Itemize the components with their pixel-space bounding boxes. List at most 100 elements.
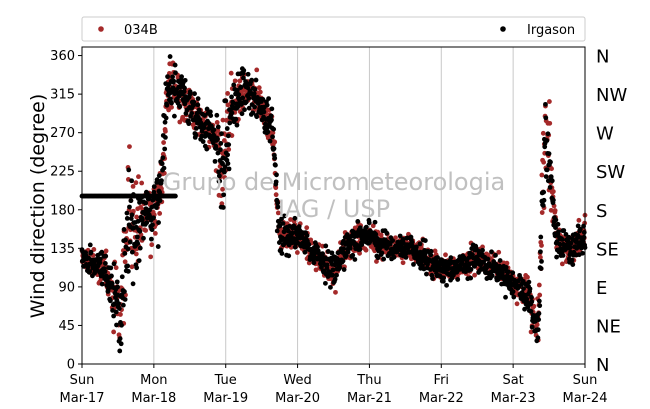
point-irgason	[242, 107, 247, 113]
point-irgason	[550, 197, 556, 203]
point-irgason	[541, 197, 547, 203]
point-irgason	[224, 126, 230, 131]
point-irgason	[555, 221, 561, 227]
point-034b	[400, 260, 406, 266]
point-irgason	[528, 309, 534, 314]
point-irgason	[529, 294, 534, 300]
point-irgason	[239, 111, 245, 117]
compass-label: S	[596, 201, 607, 222]
point-irgason	[150, 222, 155, 228]
point-irgason	[164, 102, 170, 108]
point-irgason	[381, 256, 387, 262]
point-irgason	[218, 147, 223, 153]
point-irgason	[323, 243, 329, 249]
point-irgason	[218, 141, 224, 146]
point-irgason	[204, 146, 210, 152]
point-irgason	[347, 245, 353, 251]
point-irgason	[125, 268, 131, 274]
point-034b	[548, 207, 554, 213]
legend-frame	[81, 16, 586, 42]
point-irgason	[302, 249, 308, 255]
point-irgason	[173, 193, 178, 199]
x-tick-date: Mar-18	[131, 391, 176, 406]
point-034b	[528, 329, 534, 335]
point-034b	[113, 265, 119, 271]
point-irgason	[480, 247, 485, 253]
point-irgason	[111, 261, 117, 267]
point-irgason	[266, 96, 271, 102]
point-irgason	[130, 281, 136, 287]
point-034b	[214, 120, 220, 125]
point-irgason	[355, 219, 361, 224]
point-irgason	[195, 96, 201, 102]
point-irgason	[292, 215, 298, 221]
point-irgason	[409, 239, 415, 245]
point-irgason	[128, 198, 134, 204]
point-034b	[547, 99, 552, 104]
point-034b	[148, 254, 154, 260]
point-034b	[534, 322, 540, 328]
point-034b	[537, 292, 543, 298]
point-irgason	[162, 146, 168, 152]
point-irgason	[249, 77, 255, 83]
point-irgason	[212, 158, 218, 164]
point-irgason	[245, 71, 251, 77]
point-irgason	[119, 274, 125, 280]
point-irgason	[172, 113, 177, 119]
point-irgason	[110, 308, 115, 313]
point-irgason	[536, 311, 542, 316]
point-034b	[254, 67, 260, 73]
compass-label: W	[596, 124, 614, 145]
point-irgason	[214, 112, 220, 118]
point-irgason	[570, 262, 576, 267]
compass-label: N	[596, 355, 609, 376]
point-irgason	[243, 99, 249, 105]
point-irgason	[193, 125, 199, 131]
point-irgason	[134, 234, 140, 240]
point-irgason	[226, 142, 232, 148]
point-irgason	[155, 201, 160, 207]
point-irgason	[193, 132, 199, 138]
point-irgason	[227, 120, 233, 126]
point-irgason	[87, 242, 93, 248]
point-irgason	[156, 220, 161, 225]
point-irgason	[330, 272, 335, 278]
point-irgason	[345, 249, 351, 255]
point-irgason	[217, 178, 223, 184]
x-tick-date: Mar-19	[203, 391, 248, 406]
x-tick-day: Thu	[356, 373, 381, 388]
point-irgason	[109, 273, 114, 279]
point-irgason	[581, 230, 587, 235]
point-034b	[229, 133, 235, 138]
point-irgason	[215, 136, 220, 142]
point-034b	[257, 89, 263, 95]
point-irgason	[581, 234, 587, 240]
point-034b	[270, 130, 276, 136]
point-irgason	[268, 113, 274, 119]
point-034b	[357, 250, 362, 256]
point-irgason	[117, 348, 123, 354]
point-irgason	[272, 155, 278, 161]
point-irgason	[510, 289, 516, 295]
point-034b	[313, 267, 319, 273]
point-irgason	[113, 309, 119, 315]
point-irgason	[225, 161, 231, 166]
point-irgason	[503, 265, 509, 270]
point-034b	[220, 117, 226, 123]
point-irgason	[124, 210, 130, 216]
compass-label: E	[596, 278, 607, 299]
compass-axis: N NE E SE S SW W NW N	[596, 47, 627, 376]
point-irgason	[366, 220, 372, 226]
point-irgason	[177, 104, 183, 110]
y-tick-label: 315	[50, 88, 75, 103]
point-irgason	[328, 284, 333, 290]
point-034b	[432, 248, 438, 254]
point-irgason	[428, 252, 434, 258]
point-irgason	[192, 91, 197, 97]
point-irgason	[364, 224, 369, 230]
point-irgason	[121, 227, 127, 232]
compass-label: NW	[596, 85, 627, 106]
point-irgason	[428, 248, 434, 254]
point-irgason	[503, 294, 508, 300]
point-irgason	[114, 322, 119, 328]
